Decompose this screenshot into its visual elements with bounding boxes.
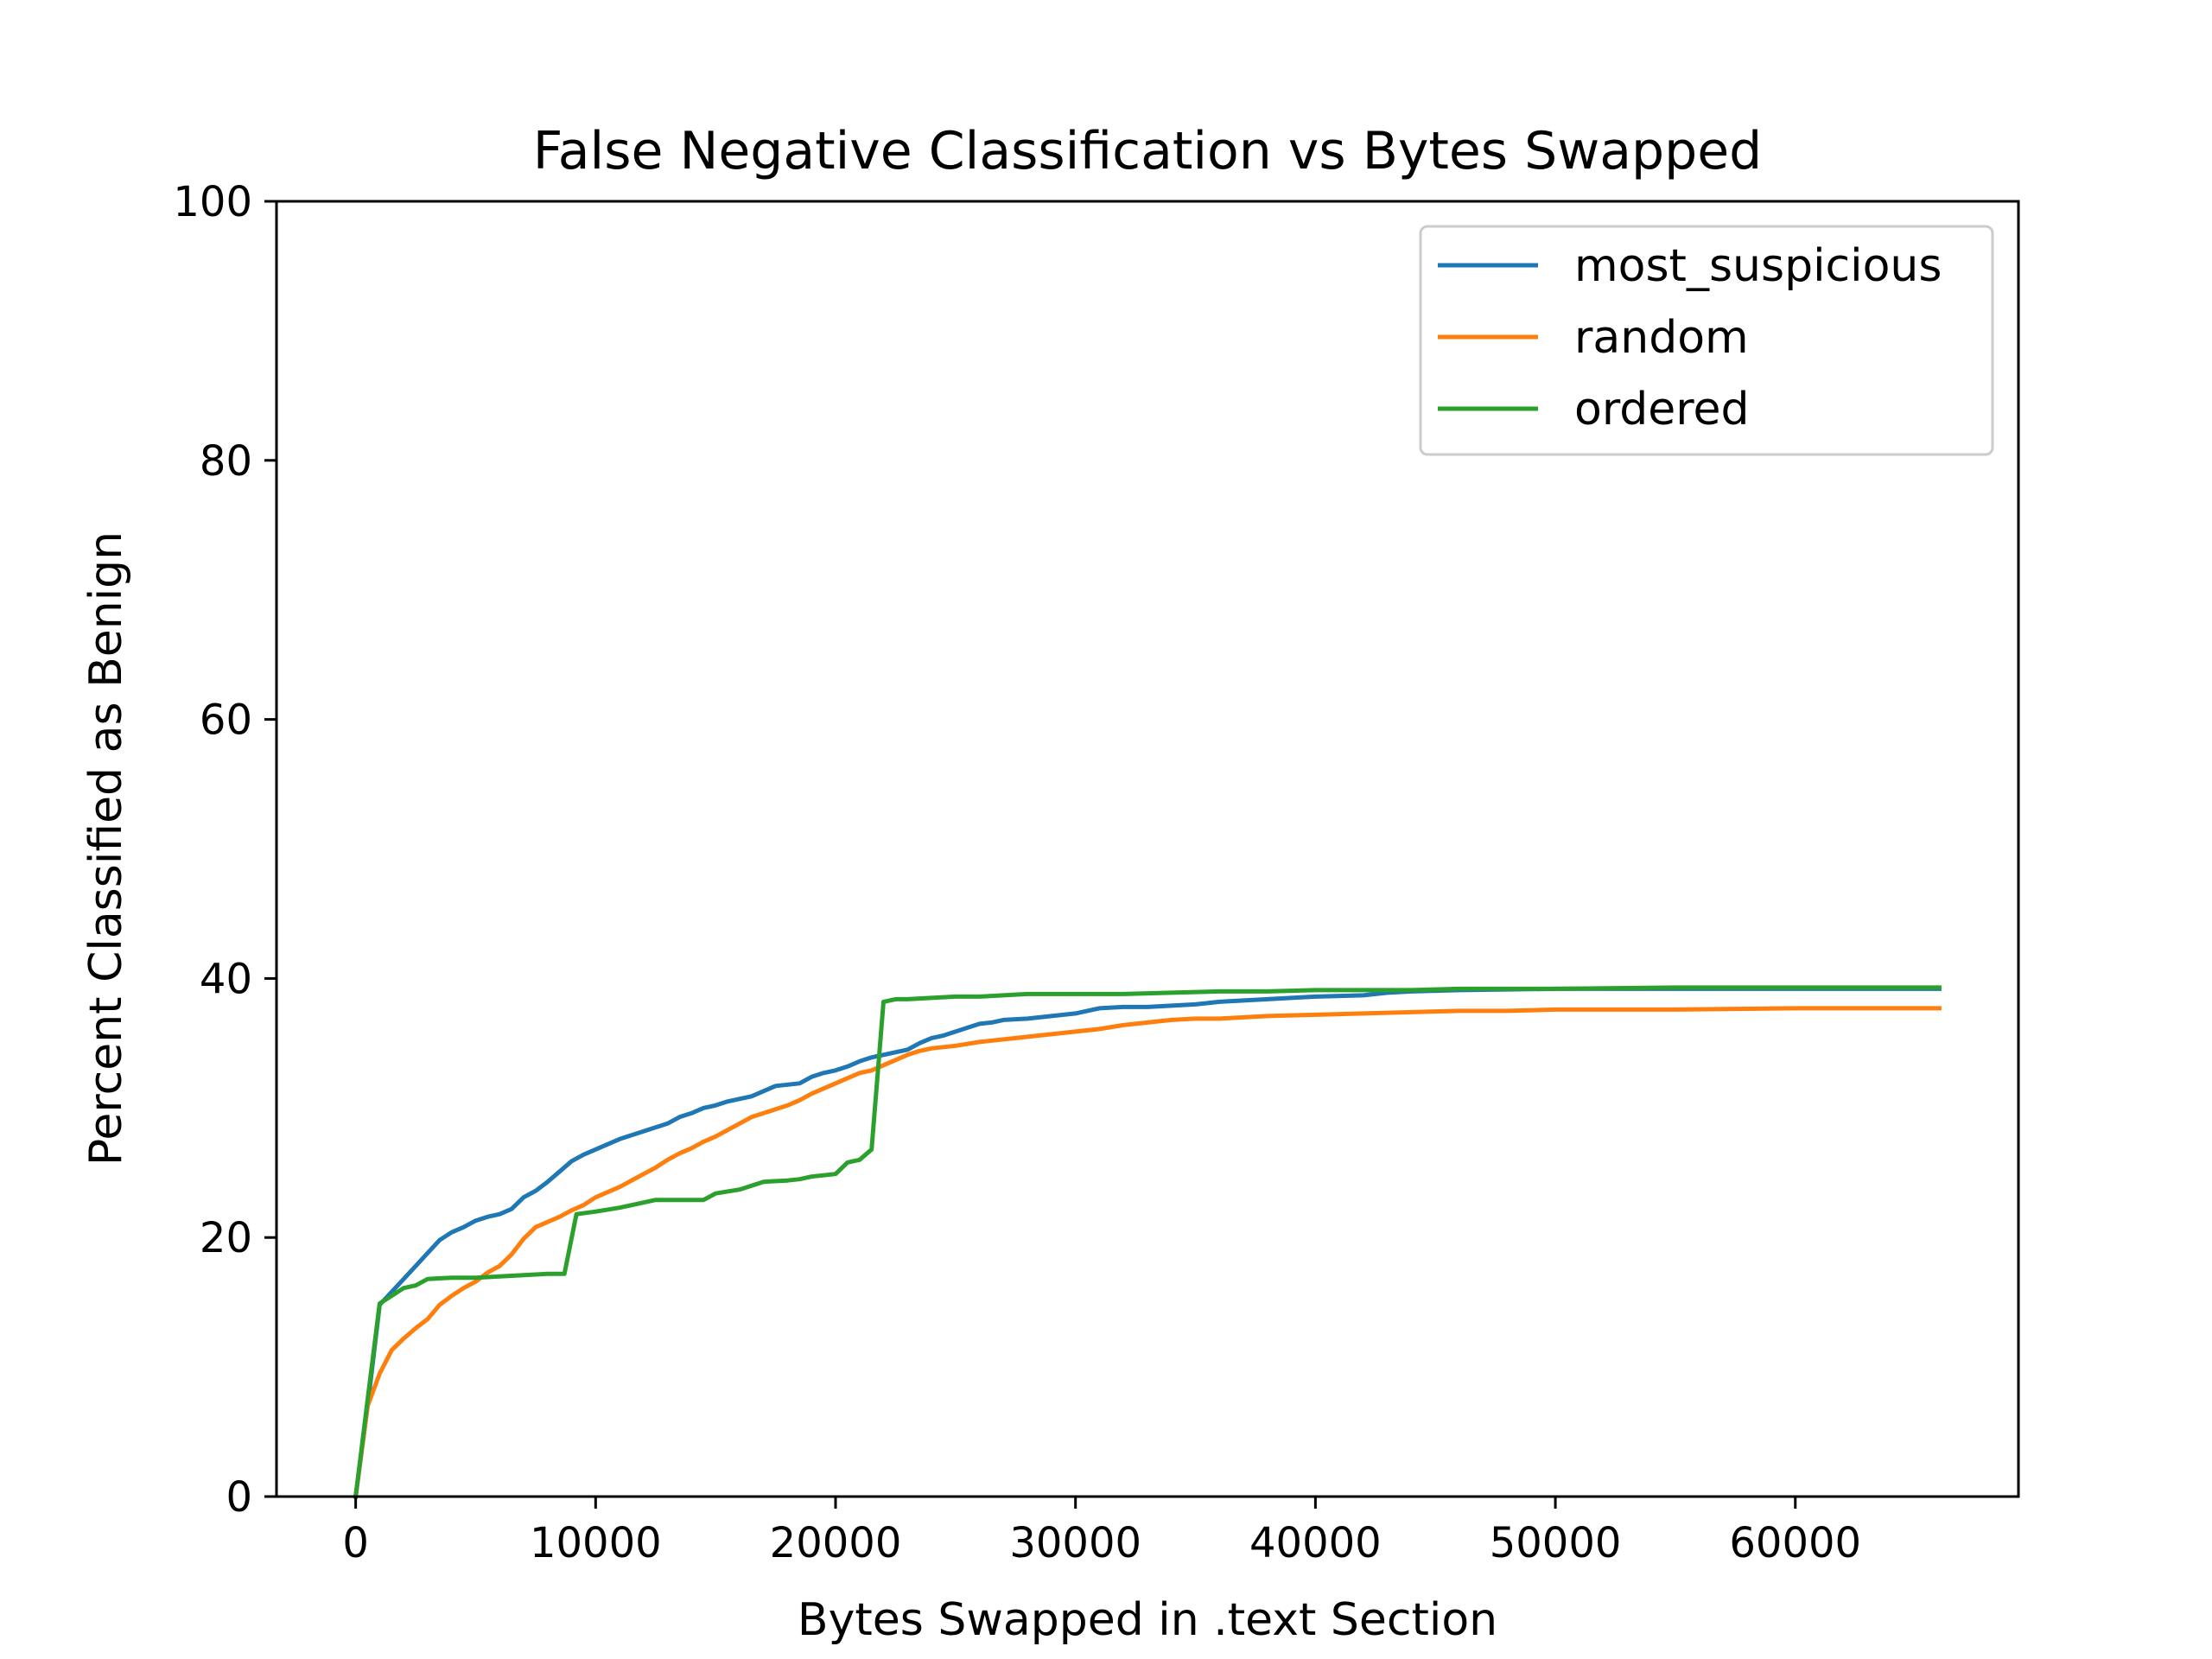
x-axis-label: Bytes Swapped in .text Section	[798, 1594, 1497, 1646]
y-axis-ticks: 0 20 40 60 80 100	[173, 178, 276, 1522]
legend-label-random: random	[1574, 312, 1749, 364]
legend-label-ordered: ordered	[1574, 384, 1750, 435]
y-tick-label: 0	[226, 1473, 252, 1522]
plot-frame	[275, 200, 2020, 1498]
x-tick-label: 40000	[1249, 1519, 1382, 1567]
series-line-random	[353, 1006, 1942, 1499]
x-tick-label: 30000	[1009, 1519, 1141, 1567]
y-tick-label: 40	[200, 955, 252, 1003]
chart-title: False Negative Classification vs Bytes S…	[533, 121, 1762, 181]
legend-frame	[1419, 225, 1994, 456]
y-tick-label: 60	[200, 696, 252, 745]
y-tick-label: 80	[200, 437, 252, 486]
x-tick-label: 60000	[1729, 1519, 1861, 1567]
y-tick-label: 20	[200, 1214, 252, 1262]
x-tick-label: 0	[342, 1519, 369, 1567]
x-tick-label: 20000	[770, 1519, 902, 1567]
y-tick-label: 100	[173, 178, 252, 226]
legend-label-most_suspicious: most_suspicious	[1574, 240, 1942, 292]
y-axis-label: Percent Classified as Benign	[80, 531, 132, 1166]
x-tick-label: 50000	[1490, 1519, 1622, 1567]
series-layer	[353, 985, 1942, 1499]
x-axis-ticks: 0 10000 20000 30000 40000 50000 60000	[342, 1497, 1861, 1567]
series-line-ordered	[353, 985, 1942, 1499]
series-line-most_suspicious	[353, 986, 1942, 1499]
x-tick-label: 10000	[530, 1519, 662, 1567]
